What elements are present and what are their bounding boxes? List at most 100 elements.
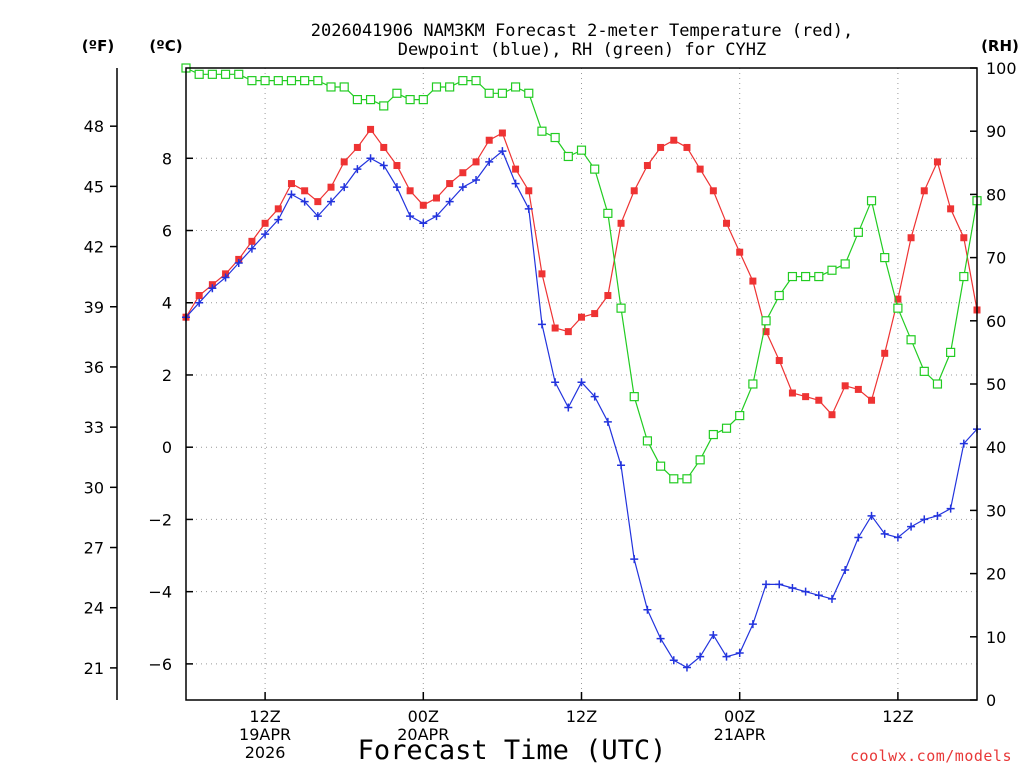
dewpoint-point (603, 417, 612, 426)
temperature-line (185, 128, 978, 416)
dewpoint-point (854, 533, 863, 542)
temperature-point (248, 237, 256, 245)
dewpoint-point (221, 273, 230, 282)
rh-point (655, 461, 666, 471)
rh-point (234, 69, 244, 79)
celsius-tick-label: 4 (162, 294, 172, 313)
rh-point (827, 265, 837, 275)
rh-point (471, 76, 481, 86)
dewpoint-point (498, 147, 507, 156)
dewpoint-point (234, 259, 243, 268)
plot-frame (185, 67, 978, 701)
time-tick-label: 21APR (714, 725, 766, 744)
temperature-series (182, 125, 981, 419)
temperature-point (894, 295, 902, 303)
rh-point (207, 69, 217, 79)
dewpoint-point (959, 439, 968, 448)
dewpoint-point (261, 230, 270, 239)
rh-point (695, 455, 705, 465)
rh-point (840, 259, 850, 269)
rh-point (761, 316, 771, 326)
dewpoint-point (893, 533, 902, 542)
dewpoint-point (814, 591, 823, 600)
rh-point (273, 76, 283, 86)
rh-point (669, 474, 679, 484)
rh-point (853, 227, 863, 237)
rh-point (576, 145, 587, 155)
temperature-point (301, 187, 309, 195)
x-axis-title: Forecast Time (UTC) (358, 735, 667, 766)
dewpoint-point (300, 197, 309, 206)
temperature-point (485, 136, 493, 144)
temperature-point (340, 158, 348, 166)
dewpoint-point (392, 183, 401, 192)
temperature-point (630, 187, 638, 195)
rh-point (286, 76, 297, 86)
temperature-point (446, 180, 454, 188)
temperature-point (353, 143, 361, 151)
rh-tick-label: 0 (986, 691, 996, 710)
temperature-point (367, 125, 375, 133)
rh-point (352, 94, 362, 105)
rh-tick-label: 20 (986, 565, 1006, 584)
temperature-point (617, 219, 625, 227)
chart-title-line2: Dewpoint (blue), RH (green) for CYHZ (398, 40, 766, 60)
celsius-tick-label: −2 (148, 510, 172, 529)
dewpoint-point (406, 212, 415, 221)
dewpoint-point (841, 565, 850, 574)
time-tick-label: 00Z (724, 707, 755, 726)
dewpoint-point (656, 634, 665, 643)
dewpoint-point (274, 215, 283, 224)
temperature-point (802, 393, 810, 401)
time-tick-label: 00Z (408, 707, 439, 726)
temperature-point (498, 129, 506, 137)
celsius-tick-label: 8 (162, 149, 172, 168)
celsius-unit-label: (ºC) (149, 37, 182, 55)
temperature-point (775, 357, 783, 365)
temperature-point (261, 219, 269, 227)
temperature-point (960, 234, 968, 242)
dewpoint-point (748, 620, 757, 629)
fahrenheit-tick-label: 21 (84, 659, 104, 678)
time-tick-label: 12Z (882, 707, 913, 726)
dewpoint-point (472, 175, 481, 184)
rh-tick-label: 50 (986, 375, 1006, 394)
rh-series (181, 63, 982, 484)
rh-point (880, 253, 890, 263)
dewpoint-point (445, 197, 454, 206)
celsius-tick-label: 0 (162, 438, 172, 457)
dewpoint-point (827, 594, 836, 603)
temperature-point (472, 158, 480, 166)
rh-tick-label: 80 (986, 185, 1006, 204)
temperature-point (815, 396, 823, 404)
rh-point (814, 271, 824, 282)
dewpoint-point (682, 663, 691, 672)
time-tick-label: 12Z (566, 707, 597, 726)
rh-point (919, 366, 929, 376)
rh-point (458, 76, 468, 86)
rh-point (550, 132, 560, 143)
fahrenheit-tick-label: 48 (84, 117, 104, 136)
dewpoint-point (880, 529, 889, 538)
celsius-tick-label: 2 (162, 366, 172, 385)
temperature-point (881, 349, 889, 357)
temperature-point (195, 292, 203, 300)
rh-point (735, 411, 745, 421)
rh-point (893, 303, 903, 313)
dewpoint-point (379, 161, 388, 170)
dewpoint-point (617, 461, 626, 470)
dewpoint-point (577, 378, 586, 387)
temperature-point (274, 205, 282, 213)
time-tick-label: 2026 (245, 743, 286, 762)
dewpoint-point (788, 584, 797, 593)
temperature-point (287, 180, 295, 188)
rh-point (801, 271, 811, 282)
rh-point (392, 88, 402, 98)
rh-point (959, 271, 969, 282)
rh-point (313, 76, 323, 86)
temperature-point (393, 162, 401, 170)
dewpoint-point (366, 154, 375, 163)
rh-point (721, 423, 732, 433)
dewpoint-point (511, 179, 520, 188)
